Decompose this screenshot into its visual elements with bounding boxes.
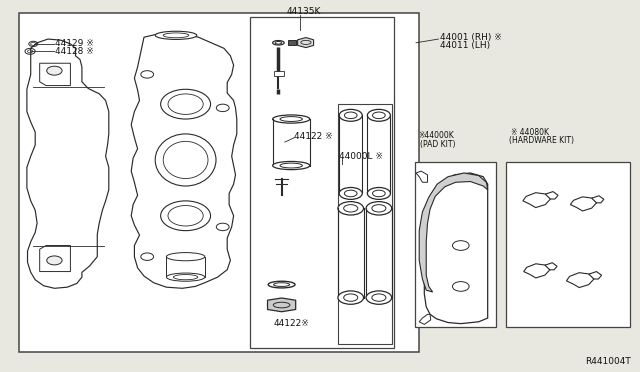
Text: 44000L ※: 44000L ※ <box>339 152 383 161</box>
Polygon shape <box>131 33 237 288</box>
Ellipse shape <box>268 281 295 288</box>
Bar <box>288 40 296 45</box>
Polygon shape <box>424 173 488 324</box>
Polygon shape <box>524 264 550 278</box>
Text: ※ 44080K: ※ 44080K <box>511 128 548 137</box>
Ellipse shape <box>166 253 205 261</box>
Ellipse shape <box>156 134 216 186</box>
Ellipse shape <box>161 201 211 231</box>
Ellipse shape <box>166 273 205 281</box>
Bar <box>19 13 419 352</box>
Polygon shape <box>27 39 109 288</box>
Ellipse shape <box>273 41 284 45</box>
Polygon shape <box>545 263 557 270</box>
Polygon shape <box>523 193 550 208</box>
Ellipse shape <box>366 202 392 215</box>
Ellipse shape <box>367 187 390 199</box>
Text: 44011 (LH): 44011 (LH) <box>440 41 490 50</box>
Ellipse shape <box>161 89 211 119</box>
Polygon shape <box>566 273 594 288</box>
Ellipse shape <box>338 291 364 304</box>
Text: 44122 ※: 44122 ※ <box>294 132 333 141</box>
Polygon shape <box>268 298 296 312</box>
Polygon shape <box>589 272 602 279</box>
Polygon shape <box>416 171 428 182</box>
Text: 44128 ※: 44128 ※ <box>55 47 94 56</box>
Text: (HARDWARE KIT): (HARDWARE KIT) <box>509 136 575 145</box>
Circle shape <box>47 256 62 265</box>
Text: R441004T: R441004T <box>585 357 630 366</box>
Text: 44001 (RH) ※: 44001 (RH) ※ <box>440 33 502 42</box>
Bar <box>250 17 394 348</box>
Ellipse shape <box>367 109 390 121</box>
Circle shape <box>452 282 469 291</box>
Text: 44135K: 44135K <box>286 7 321 16</box>
Text: 44129 ※: 44129 ※ <box>55 39 94 48</box>
Polygon shape <box>40 63 70 86</box>
Ellipse shape <box>273 115 310 123</box>
Bar <box>415 162 496 327</box>
Bar <box>274 71 284 76</box>
Polygon shape <box>419 173 488 292</box>
Text: (PAD KIT): (PAD KIT) <box>420 140 456 149</box>
Polygon shape <box>570 197 596 211</box>
Polygon shape <box>419 314 431 324</box>
Text: ※44000K: ※44000K <box>419 131 454 140</box>
Ellipse shape <box>339 187 362 199</box>
Ellipse shape <box>155 31 197 39</box>
Ellipse shape <box>366 291 392 304</box>
Text: 44122※: 44122※ <box>274 319 310 328</box>
Ellipse shape <box>339 109 362 121</box>
Circle shape <box>47 66 62 75</box>
Polygon shape <box>166 257 205 277</box>
Bar <box>338 104 392 344</box>
Circle shape <box>452 241 469 250</box>
Bar <box>506 162 630 327</box>
Ellipse shape <box>338 202 364 215</box>
Polygon shape <box>545 192 558 199</box>
Polygon shape <box>40 246 70 272</box>
Ellipse shape <box>273 161 310 170</box>
Polygon shape <box>591 196 604 203</box>
Polygon shape <box>298 38 314 48</box>
